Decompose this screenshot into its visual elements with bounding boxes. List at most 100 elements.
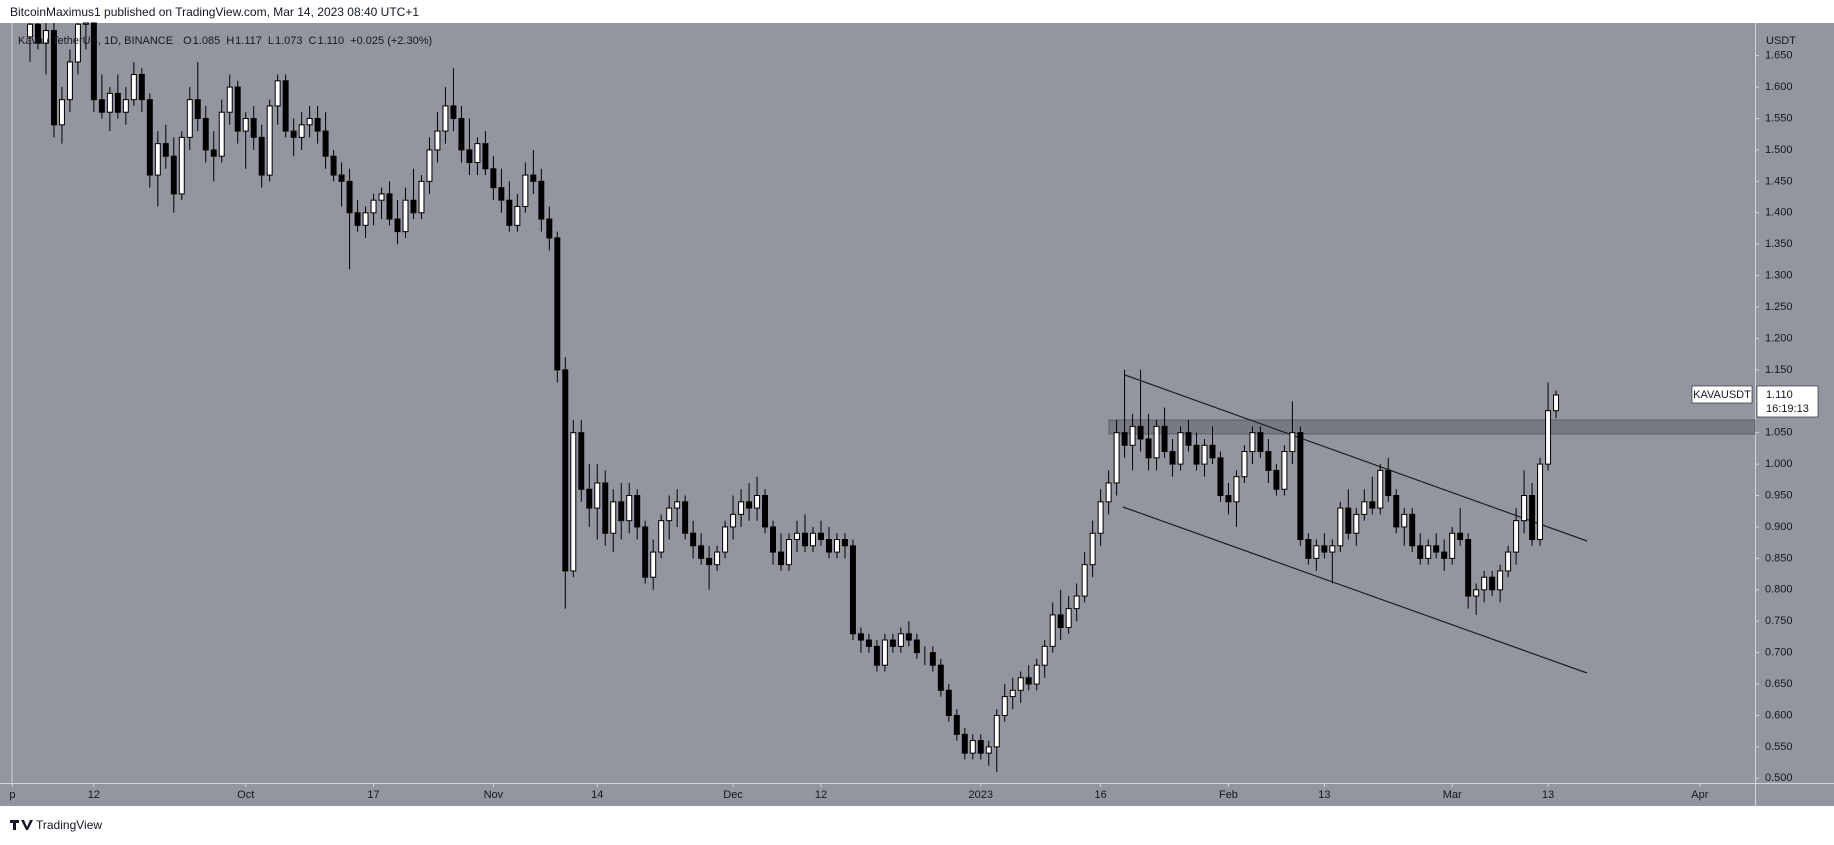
candle-body: [210, 149, 217, 157]
y-tick-label: 0.900: [1765, 521, 1793, 533]
candle-body: [1505, 551, 1512, 572]
tradingview-logo: [10, 820, 33, 830]
candles: [27, 22, 1560, 773]
resistance-zone: [1108, 419, 1756, 435]
candle-body: [346, 180, 353, 214]
candle-body: [578, 432, 585, 490]
candle-body: [1081, 564, 1088, 597]
y-tick-label: 0.550: [1765, 741, 1793, 753]
candle-body: [1321, 545, 1328, 553]
legend-value: +0.025 (+2.30%): [350, 35, 432, 47]
candle-body: [202, 118, 209, 151]
y-tick-label: 1.600: [1765, 81, 1793, 93]
candle-body: [386, 193, 393, 220]
candle-body: [1281, 451, 1288, 490]
candle-body: [1097, 501, 1104, 534]
candle-body: [786, 539, 792, 566]
candle-body: [610, 501, 617, 534]
candle-body: [1289, 432, 1296, 453]
candle-body: [314, 118, 321, 132]
candle-body: [530, 174, 537, 182]
candle-body: [114, 92, 121, 113]
y-tick-label: 0.950: [1765, 489, 1793, 501]
candle-body: [1009, 689, 1016, 698]
candle-body: [969, 740, 976, 754]
candle-body: [1209, 444, 1216, 459]
candle-body: [873, 645, 880, 666]
candle-body: [554, 237, 561, 371]
candle-body: [746, 501, 753, 509]
y-tick-label: 0.500: [1765, 772, 1793, 784]
candle-body: [602, 482, 609, 534]
candle-body: [1089, 532, 1096, 566]
candle-body: [594, 482, 601, 509]
candle-body: [857, 633, 864, 641]
candle-body: [1345, 507, 1352, 534]
candle-body: [170, 155, 177, 195]
candle-body: [1385, 469, 1392, 497]
candle-body: [1529, 495, 1536, 541]
candle-body: [1425, 545, 1432, 559]
x-tick-label: Dec: [723, 789, 743, 801]
legend-key: O: [183, 35, 192, 47]
candle-body: [250, 118, 257, 138]
candle-body: [450, 105, 457, 120]
candle-body: [570, 432, 577, 572]
candle-body: [482, 143, 489, 170]
candle-body: [34, 23, 41, 44]
y-tick-label: 1.050: [1765, 427, 1793, 439]
x-tick-label: Nov: [484, 789, 504, 801]
symbol-label-box: [1691, 385, 1753, 404]
candle-body: [370, 199, 377, 214]
candle-body: [778, 551, 785, 566]
candle-body: [1065, 608, 1072, 628]
legend-key: C: [309, 35, 317, 47]
candle-body: [1217, 457, 1224, 497]
x-tick-label: 13: [1318, 789, 1330, 801]
candle-body: [418, 180, 425, 214]
candle-body: [1001, 696, 1008, 716]
y-tick-label: 1.550: [1765, 112, 1793, 124]
y-tick-label: 1.000: [1765, 458, 1793, 470]
candle-body: [1169, 451, 1176, 465]
y-tick-label: 0.850: [1765, 552, 1793, 564]
candle-body: [1465, 539, 1472, 597]
candle-body: [1201, 444, 1208, 465]
y-tick-label: 1.200: [1765, 332, 1793, 344]
candle-body: [82, 22, 89, 25]
candle-body: [1105, 482, 1112, 503]
candle-body: [1177, 432, 1184, 465]
legend-key: H: [226, 35, 234, 47]
candle-body: [1233, 476, 1240, 503]
candle-body: [1329, 545, 1336, 553]
candle-body: [953, 714, 960, 735]
candle-body: [1185, 432, 1192, 446]
candle-body: [1353, 513, 1360, 534]
candle-body: [1073, 595, 1080, 610]
candle-body: [426, 149, 433, 182]
candle-body: [1545, 410, 1552, 465]
candle-body: [929, 652, 936, 666]
candle-body: [490, 168, 497, 189]
candle-body: [1193, 444, 1200, 465]
y-tick-label: 0.600: [1765, 709, 1793, 721]
x-tick-label: Feb: [1219, 789, 1238, 801]
candle-body: [825, 539, 832, 553]
candle-body: [833, 539, 840, 553]
candle-body: [913, 639, 920, 654]
candle-body: [865, 639, 872, 647]
candle-body: [410, 199, 417, 214]
symbol-label: KAVAUSDT: [1693, 389, 1751, 401]
candle-body: [234, 86, 241, 132]
candle-body: [690, 532, 697, 547]
candle-body: [226, 86, 233, 113]
candle-body: [714, 551, 721, 566]
candle-body: [1521, 495, 1528, 522]
candle-body: [993, 714, 1000, 748]
candle-body: [1313, 545, 1320, 559]
candle-body: [1025, 677, 1032, 685]
channel-lower: [1122, 506, 1588, 674]
candle-body: [1273, 469, 1280, 490]
y-tick-label: 1.250: [1765, 301, 1793, 313]
